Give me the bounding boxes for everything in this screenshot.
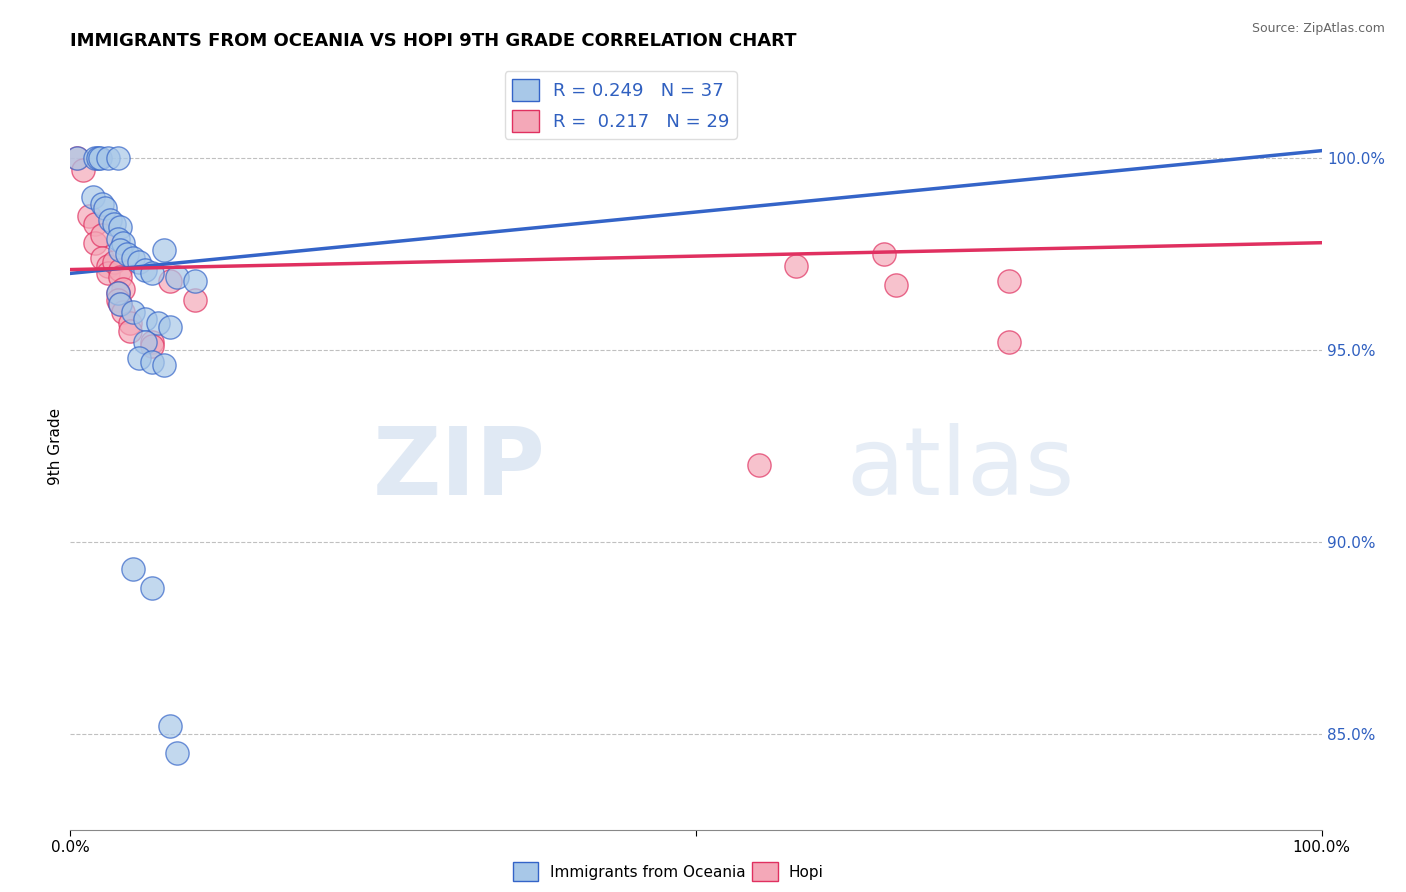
- Point: [110, 270, 132, 285]
- Point: [748, 458, 770, 472]
- Point: [997, 335, 1019, 350]
- Y-axis label: 9th Grade: 9th Grade: [48, 408, 63, 484]
- Point: [90, 251, 112, 265]
- Point: [84, 217, 107, 231]
- Point: [184, 274, 207, 288]
- Point: [110, 262, 132, 277]
- Point: [159, 274, 181, 288]
- Point: [872, 247, 894, 261]
- Point: [94, 201, 117, 215]
- Point: [134, 312, 156, 326]
- Point: [65, 151, 87, 165]
- Point: [65, 151, 87, 165]
- Point: [111, 304, 134, 318]
- Point: [107, 293, 129, 308]
- Point: [72, 162, 94, 177]
- Point: [97, 267, 120, 281]
- Point: [141, 581, 163, 595]
- Point: [103, 255, 125, 269]
- Point: [107, 151, 129, 165]
- Point: [120, 324, 142, 338]
- Point: [121, 251, 145, 265]
- Point: [153, 359, 176, 373]
- Point: [166, 270, 188, 285]
- Point: [153, 244, 176, 258]
- Point: [120, 316, 142, 330]
- Point: [128, 351, 150, 365]
- Point: [97, 259, 120, 273]
- Point: [166, 746, 188, 760]
- Point: [115, 247, 138, 261]
- Point: [141, 339, 163, 353]
- Point: [111, 282, 134, 296]
- Point: [146, 316, 169, 330]
- Point: [107, 285, 129, 300]
- Point: [121, 304, 145, 318]
- Point: [90, 197, 112, 211]
- Point: [110, 297, 132, 311]
- Point: [997, 274, 1019, 288]
- Point: [141, 354, 163, 368]
- Point: [884, 277, 907, 292]
- Point: [785, 259, 807, 273]
- Point: [110, 220, 132, 235]
- Point: [141, 267, 163, 281]
- Point: [103, 217, 125, 231]
- Point: [128, 255, 150, 269]
- Point: [107, 232, 129, 246]
- Point: [82, 190, 104, 204]
- Point: [184, 293, 207, 308]
- Legend: R = 0.249   N = 37, R =  0.217   N = 29: R = 0.249 N = 37, R = 0.217 N = 29: [505, 71, 737, 139]
- Text: atlas: atlas: [846, 423, 1074, 515]
- Point: [107, 285, 129, 300]
- Point: [159, 320, 181, 334]
- Point: [110, 297, 132, 311]
- Text: Hopi: Hopi: [789, 865, 824, 880]
- Text: Source: ZipAtlas.com: Source: ZipAtlas.com: [1251, 22, 1385, 36]
- Point: [121, 562, 145, 576]
- Text: Immigrants from Oceania: Immigrants from Oceania: [550, 865, 745, 880]
- Point: [141, 335, 163, 350]
- Text: IMMIGRANTS FROM OCEANIA VS HOPI 9TH GRADE CORRELATION CHART: IMMIGRANTS FROM OCEANIA VS HOPI 9TH GRAD…: [70, 32, 797, 50]
- Point: [87, 151, 110, 165]
- Point: [77, 209, 100, 223]
- Point: [89, 151, 111, 165]
- Point: [98, 212, 121, 227]
- Point: [110, 244, 132, 258]
- Text: ZIP: ZIP: [373, 423, 546, 515]
- Point: [134, 262, 156, 277]
- Point: [90, 227, 112, 242]
- Point: [84, 151, 107, 165]
- Point: [84, 235, 107, 250]
- Point: [134, 335, 156, 350]
- Point: [111, 235, 134, 250]
- Point: [97, 151, 120, 165]
- Point: [159, 719, 181, 733]
